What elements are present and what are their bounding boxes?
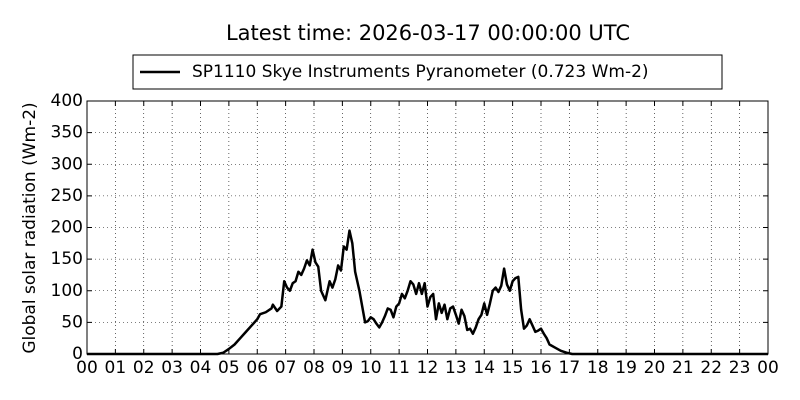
x-tick-label: 08	[303, 358, 325, 378]
y-tick-label: 350	[51, 123, 83, 143]
y-tick-label: 150	[51, 249, 83, 269]
x-tick-label: 21	[672, 358, 694, 378]
x-tick-label: 09	[332, 358, 354, 378]
y-axis-label: Global solar radiation (Wm-2)	[20, 102, 40, 353]
x-tick-label: 07	[275, 358, 297, 378]
x-tick-label: 11	[388, 358, 410, 378]
x-tick-label: 16	[530, 358, 552, 378]
x-tick-label: 01	[105, 358, 127, 378]
x-tick-label: 23	[729, 358, 751, 378]
y-tick-label: 0	[72, 344, 83, 364]
plot-frame	[86, 100, 769, 355]
legend-box	[132, 54, 723, 90]
x-tick-label: 00	[76, 358, 98, 378]
legend-label: SP1110 Skye Instruments Pyranometer (0.7…	[192, 62, 649, 82]
x-tick-label: 12	[417, 358, 439, 378]
y-tick-label: 250	[51, 186, 83, 206]
chart-title: Latest time: 2026-03-17 00:00:00 UTC	[226, 21, 630, 45]
x-tick-label: 10	[360, 358, 382, 378]
x-tick-label: 18	[587, 358, 609, 378]
data-line	[87, 229, 768, 356]
x-tick-label: 20	[644, 358, 666, 378]
x-tick-label: 06	[246, 358, 268, 378]
x-tick-label: 00	[757, 358, 779, 378]
y-tick-label: 200	[51, 218, 83, 238]
x-tick-label: 03	[161, 358, 183, 378]
x-tick-label: 22	[700, 358, 722, 378]
x-tick-label: 15	[502, 358, 524, 378]
y-tick-label: 100	[51, 281, 83, 301]
y-tick-label: 300	[51, 154, 83, 174]
y-tick-label: 50	[61, 312, 83, 332]
x-tick-label: 19	[615, 358, 637, 378]
x-tick-label: 02	[133, 358, 155, 378]
y-tick-label: 400	[51, 91, 83, 111]
x-tick-label: 04	[190, 358, 212, 378]
x-tick-label: 14	[473, 358, 495, 378]
x-tick-label: 13	[445, 358, 467, 378]
x-tick-label: 05	[218, 358, 240, 378]
x-tick-label: 17	[559, 358, 581, 378]
